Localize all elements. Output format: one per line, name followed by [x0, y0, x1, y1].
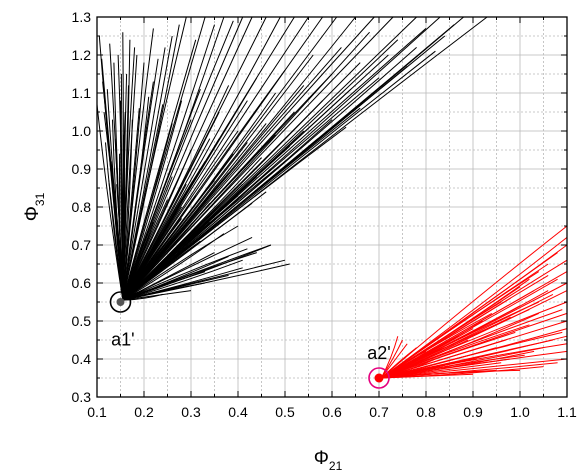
y-tick-label: 1.1	[72, 85, 92, 101]
x-tick-label: 0.7	[369, 404, 389, 420]
trajectory-line	[122, 28, 154, 301]
y-tick-label: 0.9	[72, 161, 92, 177]
trajectory-line	[112, 119, 124, 301]
y-tick-label: 0.5	[72, 313, 92, 329]
x-tick-label: 0.4	[228, 404, 248, 420]
trajectory-line	[122, 248, 248, 301]
trajectory-line	[122, 222, 154, 301]
trajectory-line	[122, 267, 243, 301]
y-tick-label: 0.3	[72, 389, 92, 405]
y-tick-label: 0.4	[72, 351, 92, 367]
trajectory-line	[122, 85, 230, 301]
x-axis-label: Φ21	[314, 448, 343, 473]
trajectory-line	[122, 20, 234, 301]
trajectory-line	[381, 331, 516, 379]
trajectory-line	[122, 54, 138, 301]
y-axis-label-sub: 31	[33, 192, 47, 206]
trajectory-line	[122, 240, 201, 301]
x-tick-label: 1.1	[557, 404, 577, 420]
trajectory-line	[122, 225, 239, 301]
trajectory-line	[380, 225, 568, 379]
label-a2: a2'	[367, 343, 390, 363]
annotations: a1' a2'	[111, 330, 391, 363]
ticks	[96, 16, 568, 398]
y-axis-label-main: Φ	[22, 206, 43, 221]
trajectory-line	[381, 331, 563, 379]
trajectory-line	[381, 339, 469, 379]
trajectory-line	[380, 336, 399, 379]
trajectory-line	[381, 274, 549, 379]
x-tick-label: 1.0	[510, 404, 530, 420]
y-tick-label: 0.8	[72, 199, 92, 215]
trajectory-line	[122, 47, 136, 301]
trajectory-line	[122, 241, 145, 301]
y-tick-label: 0.6	[72, 275, 92, 291]
y-tick-label: 0.7	[72, 237, 92, 253]
trajectory-line	[122, 172, 229, 301]
trajectory-line	[122, 271, 206, 301]
y-tick-label: 1.0	[72, 123, 92, 139]
a2-point	[374, 373, 384, 383]
trajectory-line	[381, 309, 530, 379]
x-tick-label: 0.9	[463, 404, 483, 420]
trajectory-line	[122, 47, 342, 301]
trajectory-line	[122, 100, 183, 301]
trajectory-line	[122, 149, 192, 301]
trajectory-line	[381, 369, 497, 379]
x-tick-label: 0.6	[322, 404, 342, 420]
y-tick-label: 1.2	[72, 47, 92, 63]
x-tick-label: 0.3	[181, 404, 201, 420]
trajectory-line	[122, 39, 197, 301]
trajectory-line	[381, 362, 502, 379]
trajectory-line	[122, 104, 164, 301]
trajectory-line	[122, 259, 243, 301]
x-axis-label-sub: 21	[329, 459, 343, 473]
trajectory-line	[381, 373, 474, 379]
trajectory-line	[381, 244, 568, 379]
trajectory-line	[122, 47, 166, 301]
label-a1: a1'	[111, 330, 134, 350]
trajectory-line	[122, 293, 163, 301]
a1-circle-marker	[109, 291, 132, 313]
trajectory-line	[122, 244, 159, 301]
trajectory-line	[122, 107, 361, 301]
x-tick-labels: 0.1 0.2 0.3 0.4 0.5 0.6 0.7 0.8 0.9 1.0 1.1	[87, 404, 577, 420]
trajectory-line	[122, 202, 211, 301]
trajectory-line	[380, 347, 417, 379]
trajectory-line	[381, 350, 427, 379]
y-tick-label: 1.3	[72, 9, 92, 25]
x-tick-label: 0.8	[416, 404, 436, 420]
trajectory-line	[122, 81, 154, 301]
x-tick-label: 0.2	[134, 404, 154, 420]
series-black	[96, 16, 488, 301]
trajectory-line	[122, 252, 215, 301]
trajectory-line	[381, 358, 511, 379]
y-axis-label: Φ31	[22, 192, 47, 221]
x-tick-label: 0.5	[275, 404, 295, 420]
trajectory-line	[122, 73, 128, 301]
markers	[109, 291, 390, 389]
y-tick-labels: 0.3 0.4 0.5 0.6 0.7 0.8 0.9 1.0 1.1 1.2 1.3	[72, 9, 92, 405]
trajectory-line	[381, 335, 460, 379]
trajectory-line	[122, 191, 267, 301]
a2-circle-marker	[368, 367, 390, 389]
trajectory-line	[122, 225, 168, 301]
x-axis-label-main: Φ	[314, 448, 329, 469]
trajectory-line	[381, 237, 568, 379]
a1-point	[116, 298, 125, 306]
series-red	[380, 225, 568, 379]
trajectory-line	[381, 366, 450, 379]
x-tick-label: 0.1	[87, 404, 107, 420]
